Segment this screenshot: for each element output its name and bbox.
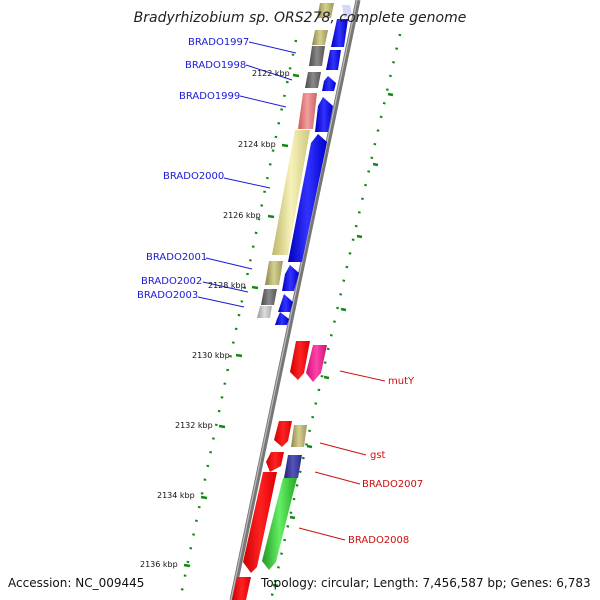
label-brado2001[interactable]: BRADO2001 [146,252,207,263]
gene-brado1998-a[interactable] [309,46,325,66]
gene-blue-light-top[interactable] [342,5,352,18]
label-gst[interactable]: gst [370,450,386,461]
gene-blue-1998a[interactable] [326,50,341,70]
label-brado1998[interactable]: BRADO1998 [185,60,246,71]
gene-blue-1997[interactable] [331,19,348,47]
outer-tick-marks [272,92,394,588]
label-brado1999[interactable]: BRADO1999 [179,91,240,102]
label-brado2002[interactable]: BRADO2002 [141,276,202,287]
gene-blue-2003[interactable] [275,312,289,325]
right-leader-lines [298,370,386,541]
gene-gst[interactable] [291,425,307,447]
gene-brado1998[interactable] [305,72,321,88]
accession-text: Accession: NC_009445 [8,576,144,590]
label-brado2003[interactable]: BRADO2003 [137,290,198,301]
left-leader-lines [197,41,297,308]
topology-text: Topology: circular; Length: 7,456,587 bp… [260,576,591,590]
gene-khaki-top[interactable] [317,3,334,18]
gene-red-1[interactable] [274,421,292,447]
gene-mutY[interactable] [290,341,310,380]
gene-blue-2000[interactable] [288,134,327,262]
gene-red-3[interactable] [243,472,277,573]
gene-blue-1998[interactable] [322,76,336,91]
gene-brado2007[interactable] [284,455,302,478]
gene-red-2[interactable] [266,452,284,472]
label-brado2007[interactable]: BRADO2007 [362,479,423,490]
gene-brado2008[interactable] [262,478,297,570]
tick-label-2134: 2134 kbp [157,491,195,500]
label-brado2008[interactable]: BRADO2008 [348,535,409,546]
tick-label-2124: 2124 kbp [238,140,276,149]
gene-brado2001[interactable] [265,261,283,285]
gene-brado1999[interactable] [298,93,317,129]
gene-mutY-partner[interactable] [306,345,327,382]
gene-brado1997[interactable] [312,30,328,45]
gene-brado2003[interactable] [257,306,272,318]
tick-label-2132: 2132 kbp [175,421,213,430]
genome-backbone [229,0,361,600]
label-brado1997[interactable]: BRADO1997 [188,37,249,48]
tick-label-2130: 2130 kbp [192,351,230,360]
tick-label-2128: 2128 kbp [208,281,246,290]
inner-dotted-track [178,39,298,600]
gene-brado2000[interactable] [272,130,310,255]
gene-blue-2002[interactable] [278,294,293,312]
tick-label-2122: 2122 kbp [252,69,290,78]
gene-blue-1999[interactable] [315,97,333,132]
tick-label-2126: 2126 kbp [223,211,261,220]
tick-label-2136: 2136 kbp [140,560,178,569]
gene-brado2002[interactable] [261,289,277,305]
forward-strand-genes[interactable] [262,5,352,570]
reverse-strand-genes[interactable] [232,3,334,600]
label-brado2000[interactable]: BRADO2000 [163,171,224,182]
gene-red-4[interactable] [232,577,251,600]
gene-blue-2001[interactable] [282,265,299,291]
map-title: Bradyrhizobium sp. ORS278, complete geno… [134,10,467,26]
tick-marks [183,73,300,568]
label-mutY[interactable]: mutY [388,376,415,387]
